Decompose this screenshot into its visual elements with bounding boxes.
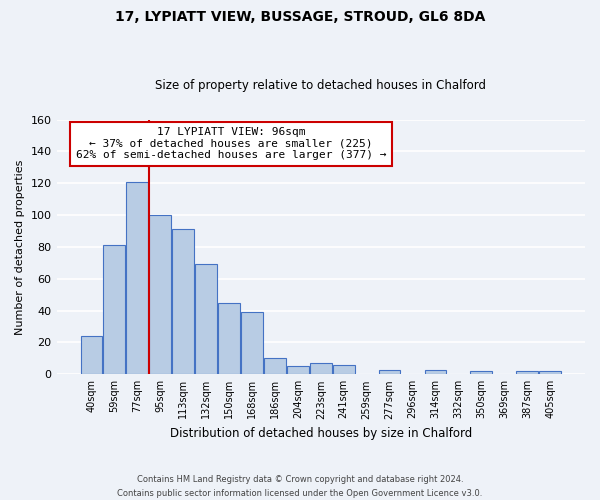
Bar — [172, 230, 194, 374]
Y-axis label: Number of detached properties: Number of detached properties — [15, 159, 25, 334]
Bar — [264, 358, 286, 374]
Bar — [333, 365, 355, 374]
Bar — [287, 366, 309, 374]
Bar — [149, 215, 171, 374]
Bar — [241, 312, 263, 374]
Bar — [470, 371, 492, 374]
Bar — [310, 363, 332, 374]
X-axis label: Distribution of detached houses by size in Chalford: Distribution of detached houses by size … — [170, 427, 472, 440]
Bar — [80, 336, 103, 374]
Bar — [539, 371, 561, 374]
Text: Contains HM Land Registry data © Crown copyright and database right 2024.
Contai: Contains HM Land Registry data © Crown c… — [118, 476, 482, 498]
Bar — [127, 182, 148, 374]
Bar — [103, 246, 125, 374]
Bar — [218, 302, 240, 374]
Title: Size of property relative to detached houses in Chalford: Size of property relative to detached ho… — [155, 79, 486, 92]
Bar — [379, 370, 400, 374]
Text: 17 LYPIATT VIEW: 96sqm
← 37% of detached houses are smaller (225)
62% of semi-de: 17 LYPIATT VIEW: 96sqm ← 37% of detached… — [76, 127, 386, 160]
Text: 17, LYPIATT VIEW, BUSSAGE, STROUD, GL6 8DA: 17, LYPIATT VIEW, BUSSAGE, STROUD, GL6 8… — [115, 10, 485, 24]
Bar — [425, 370, 446, 374]
Bar — [516, 371, 538, 374]
Bar — [195, 264, 217, 374]
